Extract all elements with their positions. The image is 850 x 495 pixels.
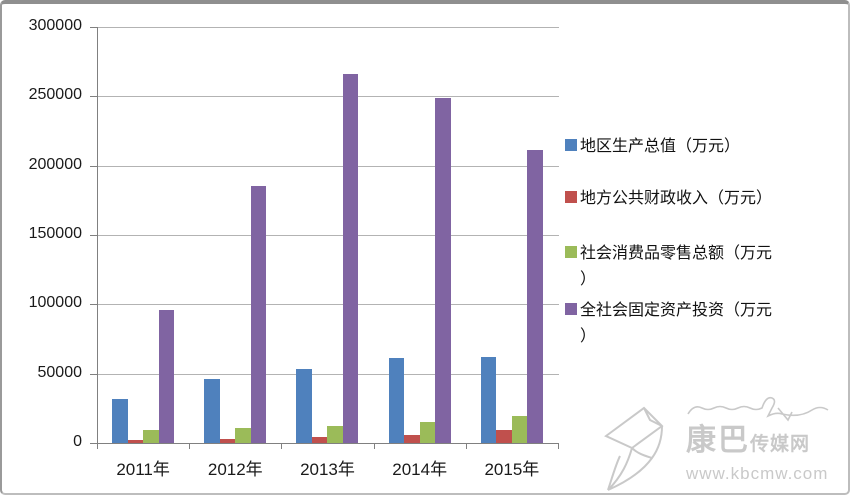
watermark-brand-large: 康巴 bbox=[686, 424, 750, 457]
x-axis-tick bbox=[374, 444, 375, 449]
y-axis-tick bbox=[90, 27, 97, 28]
watermark-brand: 康巴传媒网 bbox=[686, 424, 848, 463]
y-axis-tick-label: 300000 bbox=[28, 17, 82, 34]
y-axis-tick bbox=[90, 373, 97, 375]
watermark-text-block: 康巴传媒网 www.kbcmw.com bbox=[686, 394, 848, 485]
x-axis-tick bbox=[189, 444, 190, 449]
y-axis-tick-label: 250000 bbox=[28, 86, 82, 104]
y-axis-tick-label: 200000 bbox=[28, 155, 82, 173]
gridline bbox=[98, 27, 559, 28]
watermark-brand-small: 传媒网 bbox=[750, 434, 811, 455]
watermark-logo-icon bbox=[604, 406, 664, 491]
bar-fixed-investment bbox=[527, 150, 543, 443]
legend-item: 地区生产总值（万元） bbox=[565, 134, 740, 160]
bar-retail-sales bbox=[327, 425, 343, 443]
legend-swatch bbox=[565, 139, 577, 151]
plot-area bbox=[97, 27, 559, 444]
y-axis-tick bbox=[90, 96, 97, 98]
gridline bbox=[98, 235, 559, 236]
x-axis-category-label: 2014年 bbox=[392, 460, 448, 479]
bar-retail-sales bbox=[511, 415, 528, 443]
x-axis-category-label: 2015年 bbox=[484, 460, 540, 479]
x-axis-tick bbox=[281, 444, 282, 449]
legend-swatch bbox=[565, 191, 577, 203]
legend-swatch bbox=[565, 246, 577, 258]
legend-label: 地方公共财政收入（万元） bbox=[580, 190, 773, 207]
bar-fixed-investment bbox=[250, 186, 267, 443]
x-axis-tick bbox=[466, 444, 467, 449]
y-axis-tick bbox=[90, 235, 97, 236]
gridline bbox=[98, 165, 559, 167]
x-axis-tick bbox=[558, 444, 559, 449]
legend-label: 社会消费品零售总额（万元 ） bbox=[580, 245, 773, 288]
y-axis-tick bbox=[90, 443, 97, 444]
bar-gdp bbox=[296, 368, 312, 443]
x-axis-category-label: 2013年 bbox=[300, 460, 355, 479]
y-axis-tick-label: 100000 bbox=[28, 294, 82, 312]
bar-retail-sales bbox=[235, 427, 251, 443]
watermark: 康巴传媒网 www.kbcmw.com bbox=[598, 394, 848, 493]
bar-fiscal-revenue bbox=[404, 435, 420, 443]
legend-label: 地区生产总值（万元） bbox=[580, 138, 741, 155]
bar-fixed-investment bbox=[435, 98, 451, 443]
bar-gdp bbox=[112, 399, 128, 443]
y-axis-tick-label: 0 bbox=[73, 433, 82, 450]
bar-fiscal-revenue bbox=[127, 439, 143, 443]
bar-fiscal-revenue bbox=[311, 437, 328, 443]
y-axis-tick-label: 50000 bbox=[37, 363, 83, 381]
legend-item: 社会消费品零售总额（万元 ） bbox=[565, 241, 772, 293]
gridline bbox=[98, 304, 559, 306]
bar-fixed-investment bbox=[342, 74, 359, 443]
bar-retail-sales bbox=[143, 429, 159, 443]
y-axis-tick bbox=[90, 165, 97, 167]
x-axis-category-label: 2011年 bbox=[116, 460, 170, 479]
legend: 地区生产总值（万元） 地方公共财政收入（万元） 社会消费品零售总额（万元 ） 全社会固… bbox=[565, 4, 847, 404]
legend-label: 全社会固定资产投资（万元 ） bbox=[580, 302, 773, 345]
gridline bbox=[98, 373, 559, 375]
legend-item: 全社会固定资产投资（万元 ） bbox=[565, 298, 772, 350]
bar-gdp bbox=[388, 358, 405, 443]
bar-fiscal-revenue bbox=[496, 429, 512, 443]
bar-gdp bbox=[204, 379, 220, 443]
gridline bbox=[98, 96, 559, 98]
x-axis-tick bbox=[97, 444, 98, 449]
y-axis-tick-label: 150000 bbox=[28, 225, 82, 242]
legend-swatch bbox=[565, 303, 577, 315]
watermark-url: www.kbcmw.com bbox=[686, 464, 829, 483]
bar-gdp bbox=[480, 357, 497, 443]
x-axis-category-label: 2012年 bbox=[207, 460, 263, 479]
bar-retail-sales bbox=[419, 421, 436, 443]
y-axis-tick bbox=[90, 304, 97, 306]
watermark-swirl-icon bbox=[687, 396, 829, 422]
bar-fiscal-revenue bbox=[219, 438, 236, 443]
bar-fixed-investment bbox=[158, 309, 174, 443]
legend-item: 地方公共财政收入（万元） bbox=[565, 186, 772, 212]
